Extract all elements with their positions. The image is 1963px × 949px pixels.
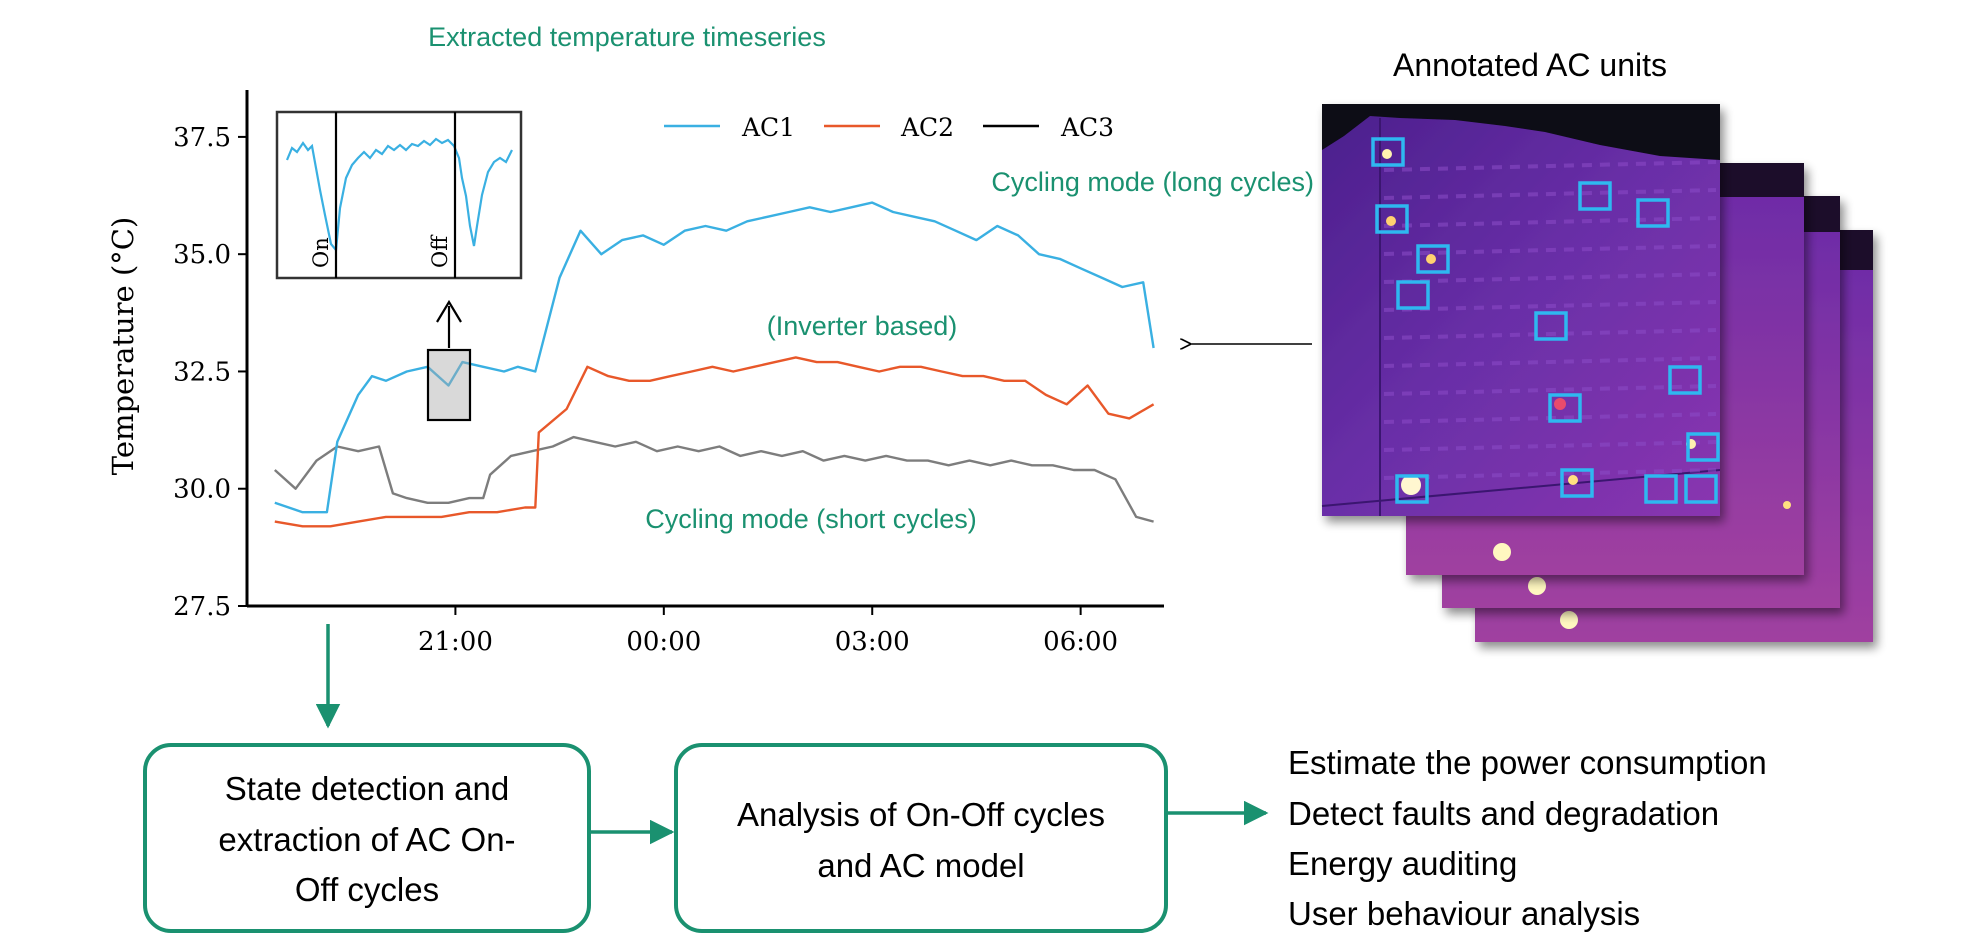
chart-series-layer: [273, 201, 1155, 528]
y-tick-label: 35.0: [173, 240, 231, 270]
series-line-ac1: [274, 201, 1155, 514]
x-tick-label: 21:00: [418, 627, 493, 657]
thermal-window-row: [1383, 356, 1717, 368]
legend-label-ac1: AC1: [741, 113, 795, 142]
thermal-hotspot: [1554, 398, 1566, 410]
thermal-image-stack: [1321, 104, 1873, 642]
ac-annotation-box: [1560, 468, 1594, 498]
thermal-window-row: [1383, 384, 1717, 396]
thermal-hotspot: [1426, 254, 1436, 264]
ac-annotation-box: [1396, 280, 1430, 310]
ac-annotation-box: [1548, 393, 1582, 423]
x-tick-label: 06:00: [1043, 627, 1118, 657]
inset-on-label: On: [309, 237, 333, 268]
applications-list: Estimate the power consumption Detect fa…: [1288, 744, 1767, 932]
chart-legend: AC1 AC2 AC3: [664, 113, 1114, 142]
application-item: Estimate the power consumption: [1288, 744, 1767, 781]
y-axis-ticks: 27.5 30.0 32.5 35.0 37.5: [173, 123, 247, 622]
state-detection-box: State detection and extraction of AC On-…: [143, 743, 591, 933]
application-item: Energy auditing: [1288, 845, 1517, 882]
inset-frame: [275, 110, 523, 280]
ac-annotation-box: [1684, 474, 1718, 504]
ac-annotation-box: [1416, 244, 1450, 274]
ac-annotation-box: [1644, 474, 1678, 504]
thermal-sky: [1322, 104, 1720, 160]
ac-annotation-box: [1686, 432, 1720, 462]
zoom-region-box: [426, 348, 472, 422]
thermal-window-row: [1383, 160, 1717, 172]
analysis-line-1: Analysis of On-Off cycles: [737, 796, 1105, 833]
annotation-long-cycles: Cycling mode (long cycles): [991, 167, 1314, 197]
zoom-inset: On Off: [275, 110, 523, 422]
thermal-window-row: [1383, 216, 1717, 228]
state-detection-line-2: extraction of AC On-: [218, 821, 515, 858]
y-tick-label: 30.0: [173, 475, 231, 505]
application-item: User behaviour analysis: [1288, 895, 1640, 932]
chart-title: Extracted temperature timeseries: [428, 22, 826, 52]
thermal-hotspot: [1382, 149, 1392, 159]
analysis-frame: [674, 743, 1168, 933]
ac-annotation-boxes: [1371, 137, 1720, 504]
y-tick-label: 37.5: [173, 123, 231, 153]
x-tick-label: 03:00: [835, 627, 910, 657]
x-axis-ticks: 21:00 00:00 03:00 06:00: [418, 606, 1118, 657]
state-detection-frame: [143, 743, 591, 933]
thermal-window-row: [1383, 468, 1717, 480]
x-tick-label: 00:00: [626, 627, 701, 657]
y-tick-label: 27.5: [173, 592, 231, 622]
inset-off-label: Off: [428, 234, 452, 268]
y-axis-label: Temperature (°C): [106, 217, 140, 476]
legend-label-ac2: AC2: [900, 113, 954, 142]
series-line-ac3: [273, 435, 1154, 523]
thermal-hotspot: [1401, 475, 1421, 495]
analysis-box: Analysis of On-Off cycles and AC model: [674, 743, 1168, 933]
thermal-frame-1: [1321, 104, 1721, 516]
state-detection-line-3: Off cycles: [295, 871, 439, 908]
thermal-title: Annotated AC units: [1393, 47, 1667, 83]
application-item: Detect faults and degradation: [1288, 795, 1719, 832]
state-detection-line-1: State detection and: [225, 770, 509, 807]
inset-zoom-arrow-head: [436, 299, 462, 323]
thermal-window-row: [1383, 300, 1717, 312]
inset-ac1-curve: [285, 137, 513, 253]
y-tick-label: 32.5: [173, 357, 231, 387]
ac-annotation-box: [1371, 137, 1405, 167]
ac-annotation-box: [1395, 474, 1429, 504]
ac-annotation-box: [1636, 198, 1670, 228]
legend-label-ac3: AC3: [1060, 113, 1114, 142]
thermal-window-row: [1383, 244, 1717, 256]
ac-annotation-box: [1578, 181, 1612, 211]
ac-annotation-box: [1375, 204, 1409, 234]
thermal-window-row: [1383, 272, 1717, 284]
series-line-ac2: [274, 356, 1155, 528]
ac-annotation-box: [1534, 311, 1568, 341]
temperature-chart: 27.5 30.0 32.5 35.0 37.5 21:00 00:00 03:00 06:0…: [106, 90, 1314, 657]
thermal-hotspot: [1386, 216, 1396, 226]
annotation-inverter: (Inverter based): [767, 311, 958, 341]
thermal-window-row: [1383, 188, 1717, 200]
ac-annotation-box: [1668, 365, 1702, 395]
annotation-short-cycles: Cycling mode (short cycles): [645, 504, 977, 534]
thermal-window-row: [1383, 328, 1717, 340]
thermal-hotspot: [1568, 475, 1578, 485]
analysis-line-2: and AC model: [817, 847, 1024, 884]
thermal-window-row: [1383, 440, 1717, 452]
